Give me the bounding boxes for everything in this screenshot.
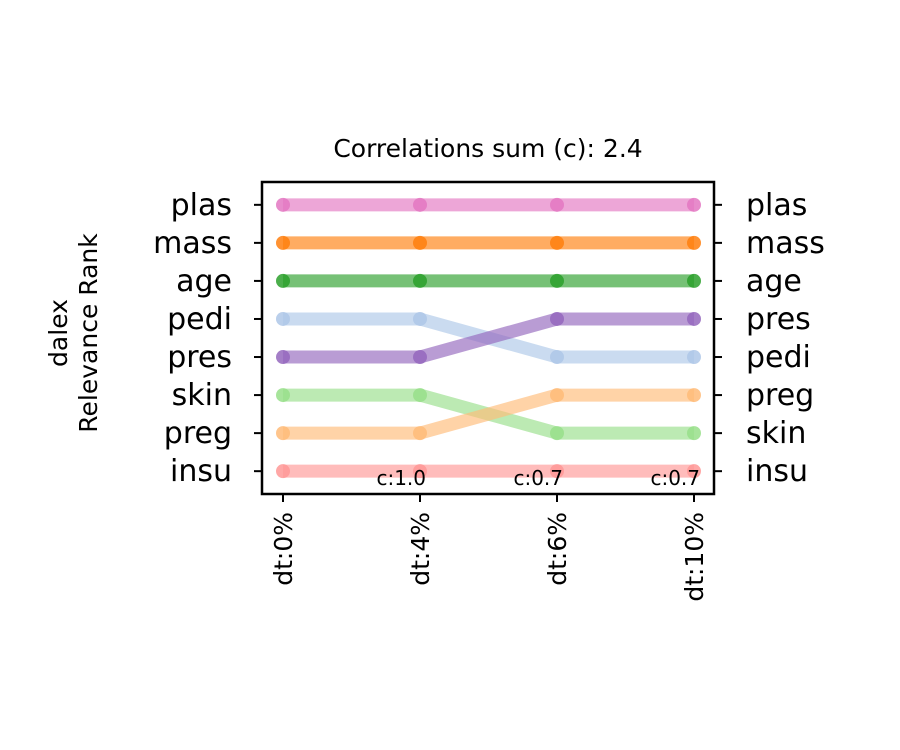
point-skin-3 bbox=[687, 426, 701, 441]
point-pres-2 bbox=[550, 311, 564, 326]
point-mass-2 bbox=[550, 235, 564, 250]
annotation-0: c:1.0 bbox=[376, 466, 426, 490]
series-line-preg bbox=[283, 388, 694, 440]
y-axis-label-line-2: Relevance Rank bbox=[74, 233, 103, 433]
point-age-0 bbox=[276, 273, 290, 288]
point-preg-2 bbox=[550, 388, 564, 403]
series-layer bbox=[276, 197, 701, 479]
left-tick-label-pres: pres bbox=[167, 340, 232, 375]
point-pedi-3 bbox=[687, 350, 701, 365]
chart-title: Correlations sum (c): 2.4 bbox=[333, 134, 642, 163]
point-pres-3 bbox=[687, 311, 701, 326]
point-pedi-2 bbox=[550, 350, 564, 365]
point-age-3 bbox=[687, 273, 701, 288]
plot-frame bbox=[260, 180, 716, 496]
annotation-2: c:0.7 bbox=[650, 466, 700, 490]
point-preg-0 bbox=[276, 426, 290, 441]
left-tick-label-mass: mass bbox=[153, 226, 232, 261]
point-plas-2 bbox=[550, 197, 564, 212]
series-mass bbox=[276, 235, 701, 250]
y-axis-label-line-1: dalex bbox=[44, 299, 73, 367]
annotation-layer: c:1.0 c:0.7 c:0.7 bbox=[376, 466, 700, 490]
x-tick-label-0: dt:0% bbox=[269, 512, 298, 586]
right-tick-label-mass: mass bbox=[746, 226, 825, 261]
point-mass-1 bbox=[413, 235, 427, 250]
right-tick-label-skin: skin bbox=[746, 416, 806, 451]
point-age-2 bbox=[550, 273, 564, 288]
point-plas-0 bbox=[276, 197, 290, 212]
point-pres-0 bbox=[276, 350, 290, 365]
point-pedi-1 bbox=[413, 311, 427, 326]
point-skin-1 bbox=[413, 388, 427, 403]
point-age-1 bbox=[413, 273, 427, 288]
left-tick-label-plas: plas bbox=[171, 188, 232, 223]
point-plas-1 bbox=[413, 197, 427, 212]
x-tick-label-1: dt:4% bbox=[406, 512, 435, 586]
y-axis-label: dalex Relevance Rank bbox=[44, 233, 103, 433]
right-tick-label-insu: insu bbox=[746, 454, 808, 489]
annotation-1: c:0.7 bbox=[513, 466, 563, 490]
series-line-pres bbox=[283, 312, 694, 364]
x-tick-label-3: dt:10% bbox=[680, 512, 709, 602]
series-age bbox=[276, 273, 701, 288]
series-plas bbox=[276, 197, 701, 212]
series-pres bbox=[276, 311, 701, 365]
point-skin-0 bbox=[276, 388, 290, 403]
left-tick-label-skin: skin bbox=[172, 378, 232, 413]
right-tick-label-preg: preg bbox=[746, 378, 814, 413]
point-mass-3 bbox=[687, 235, 701, 250]
x-axis: dt:0% dt:4% dt:6% dt:10% bbox=[269, 494, 709, 602]
point-insu-1 bbox=[413, 464, 427, 479]
right-tick-label-pedi: pedi bbox=[746, 340, 811, 375]
point-insu-0 bbox=[276, 464, 290, 479]
left-tick-label-age: age bbox=[176, 264, 232, 299]
point-mass-0 bbox=[276, 235, 290, 250]
right-tick-label-plas: plas bbox=[746, 188, 807, 223]
point-skin-2 bbox=[550, 426, 564, 441]
left-tick-label-preg: preg bbox=[164, 416, 232, 451]
point-pedi-0 bbox=[276, 311, 290, 326]
right-tick-label-age: age bbox=[746, 264, 802, 299]
point-insu-2 bbox=[550, 464, 564, 479]
right-tick-label-pres: pres bbox=[746, 302, 811, 337]
left-tick-label-pedi: pedi bbox=[167, 302, 232, 337]
point-preg-1 bbox=[413, 426, 427, 441]
left-tick-label-insu: insu bbox=[170, 454, 232, 489]
series-preg bbox=[276, 388, 701, 441]
point-preg-3 bbox=[687, 388, 701, 403]
point-pres-1 bbox=[413, 350, 427, 365]
series-insu bbox=[276, 464, 701, 479]
x-tick-label-2: dt:6% bbox=[543, 512, 572, 586]
point-plas-3 bbox=[687, 197, 701, 212]
plot-area: c:1.0 c:0.7 c:0.7 bbox=[260, 180, 716, 496]
point-insu-3 bbox=[687, 464, 701, 479]
